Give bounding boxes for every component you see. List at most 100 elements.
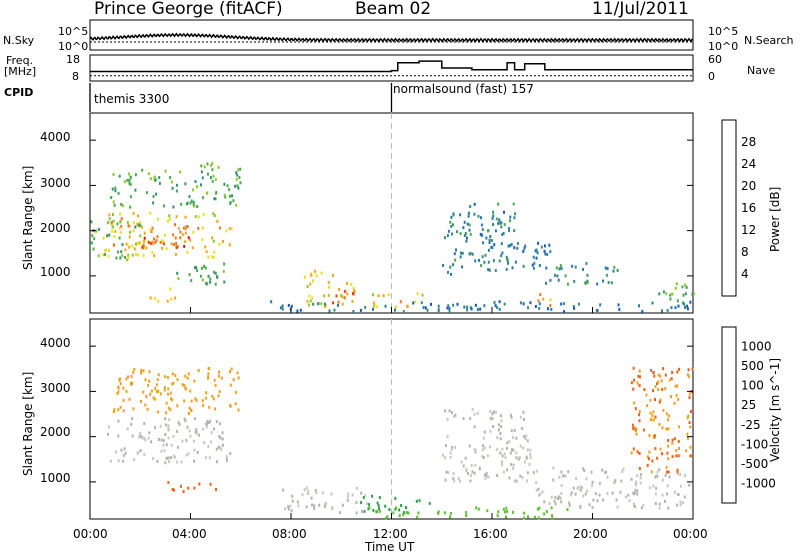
heatmap-cell [473, 202, 476, 206]
heatmap-cell [446, 435, 449, 439]
heatmap-cell [183, 384, 186, 388]
heatmap-cell [481, 255, 484, 259]
heatmap-cell [506, 446, 508, 450]
heatmap-cell [474, 463, 477, 467]
heatmap-cell [503, 452, 506, 456]
heatmap-cell [555, 266, 558, 270]
velocity-ytick-1000: 1000 [40, 471, 71, 485]
heatmap-cell [133, 458, 136, 462]
power-ytick-1000: 1000 [40, 265, 71, 279]
heatmap-cell [142, 246, 145, 250]
heatmap-cell [112, 213, 114, 216]
heatmap-cell [682, 501, 685, 505]
heatmap-cell [624, 495, 627, 499]
heatmap-cell [452, 303, 455, 307]
heatmap-cell [671, 441, 674, 445]
heatmap-cell [200, 183, 202, 187]
heatmap-cell [537, 241, 540, 245]
heatmap-cell [577, 485, 580, 489]
heatmap-cell [603, 471, 606, 474]
heatmap-cell [454, 258, 457, 262]
heatmap-cell [153, 397, 156, 401]
heatmap-cell [114, 189, 117, 193]
heatmap-cell [172, 381, 175, 385]
heatmap-cell [614, 479, 617, 483]
heatmap-cell [557, 497, 559, 501]
heatmap-cell [223, 262, 226, 266]
heatmap-cell [492, 214, 495, 218]
heatmap-cell [107, 425, 110, 429]
heatmap-cell [496, 474, 499, 477]
heatmap-cell [498, 259, 501, 263]
heatmap-cell [449, 455, 452, 459]
heatmap-cell [571, 264, 574, 268]
heatmap-cell [158, 176, 161, 180]
heatmap-cell [237, 408, 240, 412]
heatmap-cell [686, 304, 689, 308]
heatmap-cell [598, 481, 601, 485]
heatmap-cell [270, 300, 273, 304]
heatmap-cell [162, 439, 165, 443]
heatmap-cell [214, 407, 217, 411]
heatmap-cell [639, 375, 641, 379]
heatmap-cell [121, 243, 124, 247]
heatmap-cell [638, 304, 640, 308]
heatmap-cell [665, 412, 668, 416]
heatmap-cell [455, 248, 457, 252]
heatmap-cell [191, 246, 194, 250]
heatmap-cell [450, 215, 453, 219]
heatmap-cell [687, 368, 690, 372]
heatmap-cell [681, 285, 684, 289]
heatmap-cell [102, 253, 105, 257]
heatmap-cell [690, 410, 692, 413]
heatmap-cell [167, 480, 170, 484]
heatmap-cell [120, 203, 123, 206]
heatmap-cell [506, 509, 509, 513]
heatmap-cell [185, 225, 188, 229]
heatmap-cell [550, 495, 553, 499]
heatmap-cell [318, 503, 321, 507]
heatmap-cell [174, 223, 176, 227]
heatmap-cell [176, 271, 179, 275]
heatmap-cell [212, 212, 215, 216]
heatmap-cell [200, 266, 203, 270]
heatmap-cell [480, 216, 482, 220]
heatmap-cell [655, 486, 658, 490]
heatmap-cell [142, 243, 145, 247]
heatmap-cell [122, 398, 125, 402]
heatmap-cell [638, 451, 641, 455]
heatmap-cell [321, 491, 324, 495]
heatmap-cell [351, 493, 354, 497]
heatmap-cell [161, 246, 163, 250]
heatmap-cell [649, 411, 652, 415]
heatmap-cell [478, 466, 481, 470]
heatmap-cell [590, 470, 593, 474]
heatmap-cell [185, 453, 188, 457]
heatmap-cell [636, 489, 639, 493]
heatmap-cell [634, 483, 637, 487]
heatmap-cell [447, 229, 450, 233]
heatmap-cell [466, 222, 469, 226]
heatmap-cell [239, 181, 242, 185]
heatmap-cell [666, 492, 668, 496]
heatmap-cell [351, 299, 354, 303]
heatmap-cell [90, 220, 93, 224]
heatmap-cell [171, 398, 173, 402]
heatmap-cell [639, 481, 642, 485]
heatmap-cell [688, 396, 691, 400]
heatmap-cell [560, 470, 563, 474]
heatmap-cell [193, 417, 196, 421]
time-tick-6: 00:00 [673, 527, 708, 541]
heatmap-cell [195, 428, 198, 432]
heatmap-cell [167, 406, 170, 410]
heatmap-cell [307, 303, 310, 307]
heatmap-cell [632, 366, 635, 370]
heatmap-cell [207, 375, 210, 379]
heatmap-cell [570, 491, 573, 495]
heatmap-cell [131, 434, 134, 438]
heatmap-cell [548, 502, 551, 506]
heatmap-cell [138, 435, 140, 439]
heatmap-cell [591, 484, 594, 487]
heatmap-cell [481, 448, 484, 452]
heatmap-cell [671, 292, 674, 296]
